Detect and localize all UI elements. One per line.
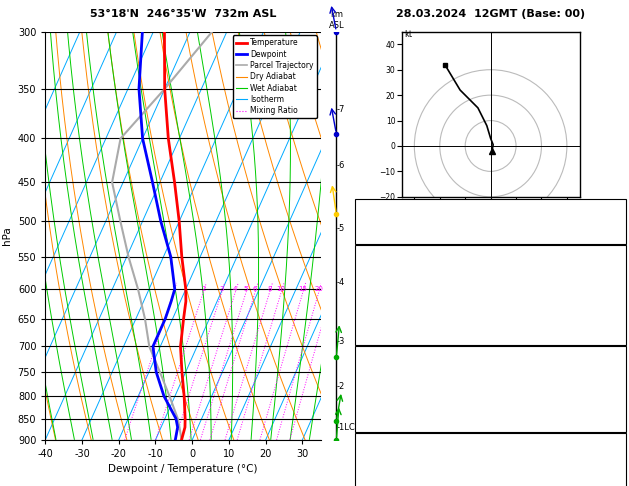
Text: 650: 650	[605, 362, 623, 371]
Text: 1: 1	[171, 286, 175, 292]
Text: 58: 58	[611, 462, 623, 471]
Text: EH: EH	[358, 449, 370, 458]
Text: K: K	[358, 201, 364, 210]
Text: -1LCL: -1LCL	[337, 423, 360, 432]
Text: 10: 10	[277, 286, 286, 292]
Text: StmDir: StmDir	[358, 476, 391, 485]
Text: 2: 2	[201, 286, 206, 292]
Text: 15: 15	[298, 286, 308, 292]
Text: -5: -5	[337, 224, 345, 233]
Text: km
ASL: km ASL	[328, 10, 344, 30]
Text: Lifted Index: Lifted Index	[358, 389, 414, 398]
Text: -2: -2	[337, 382, 345, 391]
Text: 53°18'N  246°35'W  732m ASL: 53°18'N 246°35'W 732m ASL	[90, 9, 276, 19]
Text: 0: 0	[617, 315, 623, 325]
Text: 20: 20	[314, 286, 323, 292]
Text: 12: 12	[611, 201, 623, 210]
Text: 297: 297	[605, 375, 623, 384]
Text: 3: 3	[617, 389, 623, 398]
Text: CIN (J): CIN (J)	[358, 329, 387, 338]
Text: © weatheronline.co.uk: © weatheronline.co.uk	[439, 450, 542, 459]
Text: CAPE (J): CAPE (J)	[358, 315, 396, 325]
Text: Pressure (mb): Pressure (mb)	[358, 362, 425, 371]
Text: 0: 0	[617, 329, 623, 338]
Text: 5: 5	[244, 286, 248, 292]
Text: Hodograph: Hodograph	[461, 435, 520, 444]
Text: Lifted Index: Lifted Index	[358, 302, 414, 311]
Text: -4: -4	[337, 278, 345, 287]
Text: CIN (J): CIN (J)	[358, 416, 387, 425]
Text: Temp (°C): Temp (°C)	[358, 261, 405, 270]
Text: -4.6: -4.6	[605, 275, 623, 284]
Text: θe (K): θe (K)	[358, 375, 386, 384]
Text: 284: 284	[605, 288, 623, 297]
Text: 8: 8	[267, 286, 272, 292]
Legend: Temperature, Dewpoint, Parcel Trajectory, Dry Adiabat, Wet Adiabat, Isotherm, Mi: Temperature, Dewpoint, Parcel Trajectory…	[233, 35, 317, 118]
Text: 13: 13	[611, 302, 623, 311]
Text: kt: kt	[404, 30, 413, 39]
Text: PW (cm): PW (cm)	[358, 228, 398, 238]
X-axis label: Dewpoint / Temperature (°C): Dewpoint / Temperature (°C)	[108, 465, 258, 474]
Text: -6: -6	[337, 161, 345, 170]
Text: Dewp (°C): Dewp (°C)	[358, 275, 407, 284]
Text: 4: 4	[233, 286, 238, 292]
Text: Totals Totals: Totals Totals	[358, 215, 415, 224]
Text: -2.9: -2.9	[605, 261, 623, 270]
Text: θe(K): θe(K)	[358, 288, 383, 297]
Text: 0: 0	[617, 402, 623, 412]
Text: 18: 18	[611, 449, 623, 458]
Text: 3: 3	[220, 286, 224, 292]
Text: 0.88: 0.88	[603, 228, 623, 238]
Text: 273°: 273°	[601, 476, 623, 485]
Text: Surface: Surface	[470, 247, 511, 257]
Text: CAPE (J): CAPE (J)	[358, 402, 396, 412]
Text: 41: 41	[611, 215, 623, 224]
Text: 6: 6	[253, 286, 257, 292]
Text: 28.03.2024  12GMT (Base: 00): 28.03.2024 12GMT (Base: 00)	[396, 9, 585, 19]
Y-axis label: hPa: hPa	[2, 226, 12, 245]
Text: -3: -3	[337, 337, 345, 346]
Text: -7: -7	[337, 105, 345, 114]
Text: Most Unstable: Most Unstable	[452, 348, 529, 357]
Text: 0: 0	[617, 416, 623, 425]
Text: SREH: SREH	[358, 462, 384, 471]
